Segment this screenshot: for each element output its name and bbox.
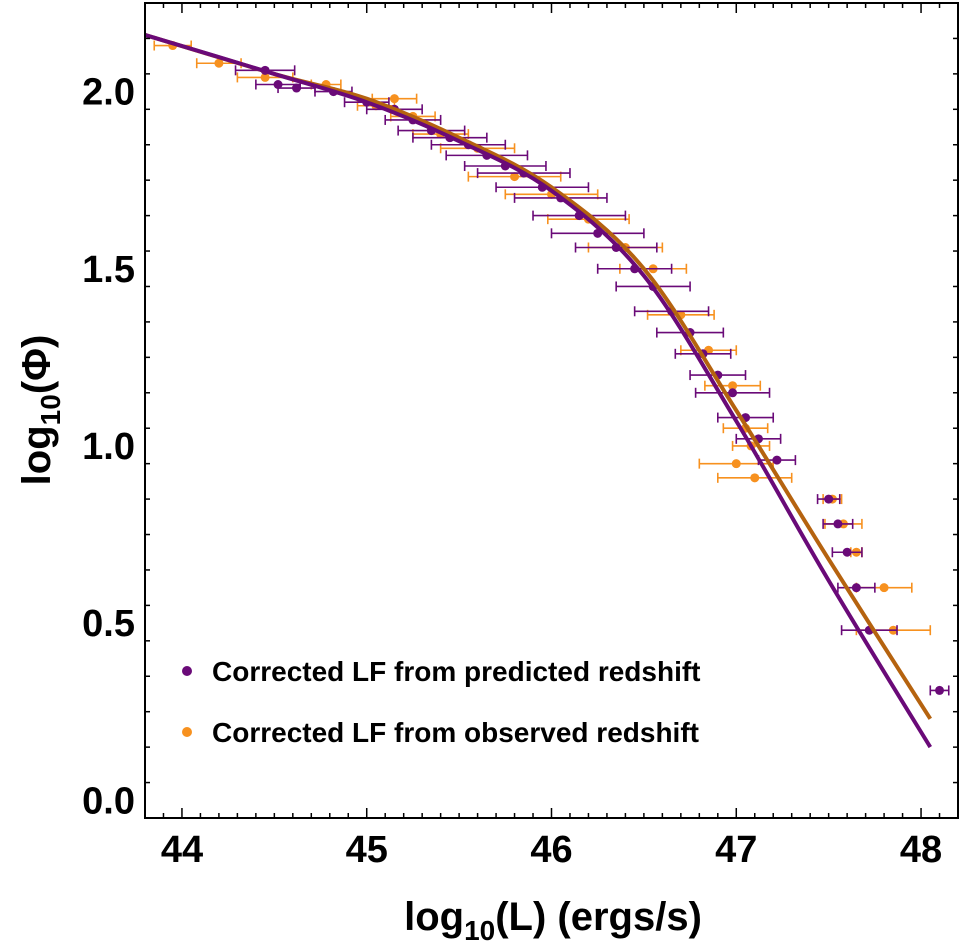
y-tick-label: 1.5 [82, 249, 135, 291]
data-point [772, 455, 782, 465]
legend-marker-observed [182, 727, 192, 737]
y-axis-title: log10(Φ) [15, 335, 66, 486]
x-tick-label: 45 [346, 829, 388, 871]
data-point [728, 381, 738, 391]
plot-frame [144, 2, 959, 819]
tick-label-layer: 44 45 46 47 48 0.0 0.5 1.0 1.5 2.0 [82, 72, 942, 871]
x-tick-label: 48 [900, 829, 942, 871]
series-layer [153, 40, 950, 696]
x-tick-label: 44 [161, 829, 203, 871]
data-point [292, 83, 302, 93]
data-point [842, 547, 852, 557]
legend-label-observed: Corrected LF from observed redshift [212, 717, 699, 748]
legend-marker-predicted [182, 666, 192, 676]
data-point [260, 72, 270, 82]
data-point [824, 494, 834, 504]
legend-label-predicted: Corrected LF from predicted redshift [212, 656, 701, 687]
x-tick-label: 47 [715, 829, 757, 871]
y-tick-label: 0.0 [82, 780, 135, 822]
data-point [833, 519, 843, 529]
data-point [879, 583, 889, 593]
y-tick-label: 2.0 [82, 72, 135, 114]
data-point [935, 685, 945, 695]
x-tick-label: 46 [530, 829, 572, 871]
fit-curve-predicted [144, 32, 933, 749]
data-point [214, 58, 224, 68]
fit-curve-observed [144, 32, 932, 720]
data-point [728, 388, 738, 398]
data-point [731, 459, 741, 469]
data-point [510, 172, 520, 182]
y-tick-label: 1.0 [82, 426, 135, 468]
legend: Corrected LF from predicted redshift Cor… [182, 656, 701, 748]
series-1 [153, 40, 932, 636]
y-tick-label: 0.5 [82, 603, 135, 645]
data-point [750, 473, 760, 483]
data-point [389, 94, 399, 104]
frame-layer [144, 2, 959, 819]
data-point [851, 583, 861, 593]
fit-layer [144, 32, 933, 749]
x-axis-title: log10(L) (ergs/s) [404, 895, 702, 946]
